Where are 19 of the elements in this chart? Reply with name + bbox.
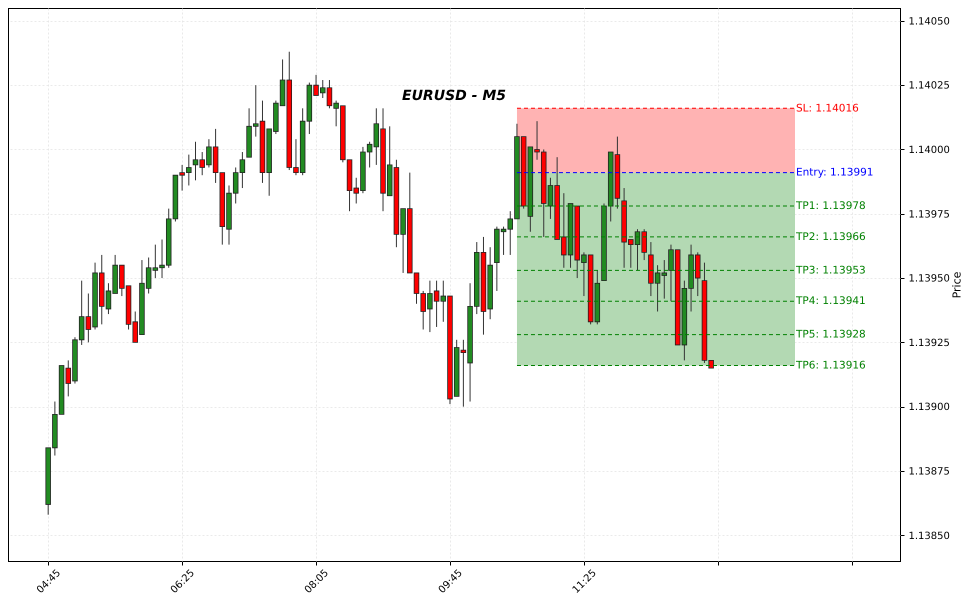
y-axis-title: Price <box>950 271 964 298</box>
text: EURUSD - M5 <box>402 88 506 104</box>
ref-line-label: SL: 1.14016 <box>796 102 860 114</box>
y-tick-label: 1.13850 <box>908 530 950 542</box>
y-tick-label: 1.14025 <box>908 80 950 92</box>
ref-line-label: TP2: 1.13966 <box>795 230 866 243</box>
ref-line-label: TP6: 1.13916 <box>795 360 866 372</box>
y-tick-label: 1.13925 <box>908 338 950 349</box>
ref-line-label: TP3: 1.13953 <box>795 264 866 276</box>
y-tick-label: 1.13900 <box>908 402 950 414</box>
ref-line-label: Entry: 1.13991 <box>796 166 874 179</box>
ref-line-label: TP4: 1.13941 <box>795 295 866 308</box>
y-tick-label: 1.14050 <box>908 16 950 28</box>
y-tick-label: 1.13875 <box>908 466 950 478</box>
y-tick-label: 1.13975 <box>908 209 950 220</box>
ref-line-label: TP1: 1.13978 <box>795 200 866 212</box>
y-tick-label: 1.14000 <box>908 144 950 156</box>
y-tick-label: 1.13950 <box>908 274 950 285</box>
ref-line-label: TP5: 1.13928 <box>795 328 866 341</box>
